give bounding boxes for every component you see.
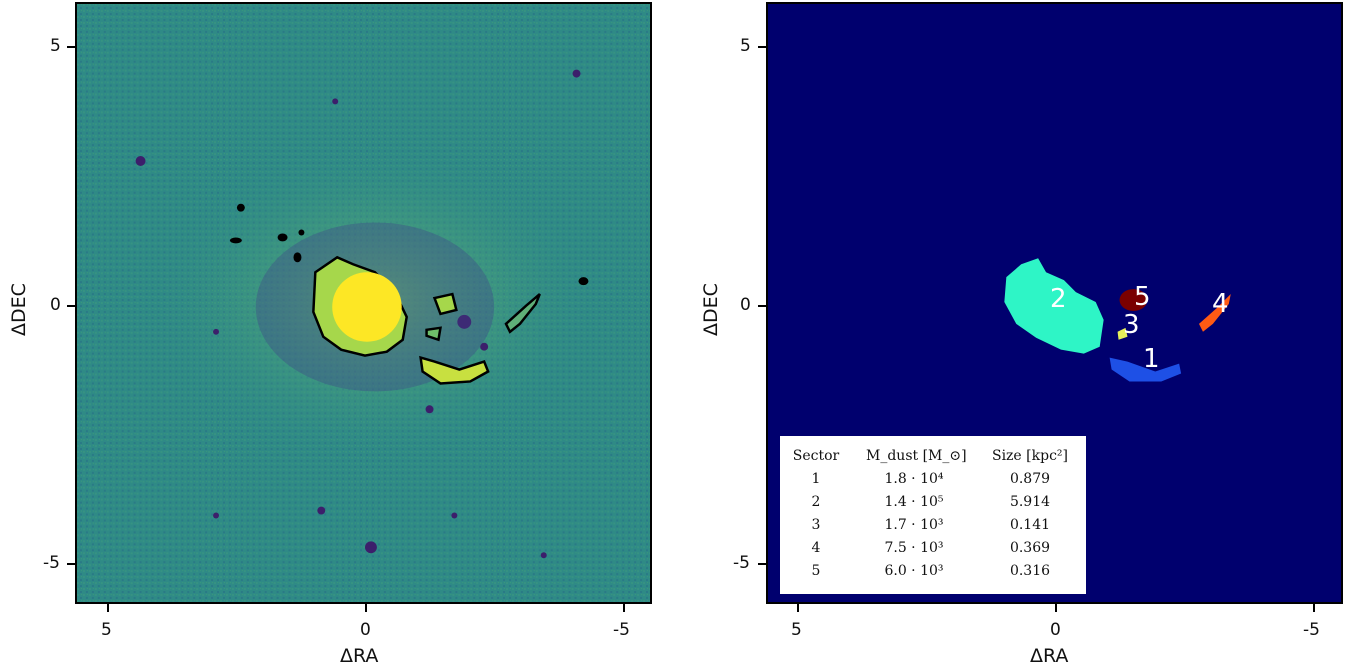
table-header: M_dust [M_⊙]	[866, 448, 967, 464]
dust-map-image	[77, 4, 650, 602]
table-header: Size [kpc²]	[991, 448, 1068, 464]
y-tick-label: 5	[740, 36, 751, 56]
sector-2-region	[1004, 258, 1104, 354]
x-tick-label: -5	[1303, 620, 1320, 640]
background-sources	[135, 69, 581, 559]
table-cell: 1.8 · 10⁴	[884, 471, 944, 487]
sector-label: 1	[1143, 344, 1160, 374]
x-tick-mark	[797, 604, 799, 612]
table-header: Sector	[792, 448, 840, 464]
right-sector-panel: 2 5 3 4 1 Sector M_dust [M_⊙] Size [kpc²…	[766, 2, 1343, 604]
x-tick-label: 0	[1050, 620, 1061, 640]
sector-4-region	[1198, 294, 1231, 332]
y-tick-label: -5	[733, 553, 750, 573]
x-tick-mark	[365, 604, 367, 612]
sector-map-image	[1004, 258, 1231, 382]
y-tick-label: 0	[50, 295, 61, 315]
x-tick-mark	[1055, 604, 1057, 612]
y-tick-mark	[758, 46, 766, 48]
x-tick-mark	[107, 604, 109, 612]
y-axis-label: ΔDEC	[8, 283, 30, 336]
table-cell: 5	[811, 563, 821, 579]
table-row: 5 6.0 · 10³ 0.316	[780, 563, 1086, 586]
table-cell: 3	[811, 517, 821, 533]
x-tick-label: -5	[613, 620, 630, 640]
table-cell: 4	[811, 540, 821, 556]
table-cell: 0.369	[1009, 540, 1051, 556]
sector-3-region	[1117, 327, 1128, 340]
left-map-panel	[75, 2, 652, 604]
y-tick-mark	[67, 305, 75, 307]
x-tick-label: 5	[791, 620, 802, 640]
table-header-row: Sector M_dust [M_⊙] Size [kpc²]	[780, 448, 1086, 471]
x-tick-label: 5	[101, 620, 112, 640]
table-cell: 0.879	[1009, 471, 1051, 487]
y-tick-label: 5	[50, 36, 61, 56]
sector-label: 2	[1050, 284, 1067, 314]
table-row: 2 1.4 · 10⁵ 5.914	[780, 494, 1086, 517]
y-tick-mark	[758, 563, 766, 565]
table-cell: 6.0 · 10³	[884, 563, 944, 579]
table-cell: 1.7 · 10³	[884, 517, 944, 533]
y-tick-mark	[758, 305, 766, 307]
y-tick-label: 0	[740, 295, 751, 315]
y-tick-mark	[67, 46, 75, 48]
x-tick-mark	[623, 604, 625, 612]
x-tick-label: 0	[360, 620, 371, 640]
x-tick-mark	[1313, 604, 1315, 612]
y-tick-mark	[67, 563, 75, 565]
sector-table: Sector M_dust [M_⊙] Size [kpc²] 1 1.8 · …	[780, 436, 1086, 594]
table-row: 4 7.5 · 10³ 0.369	[780, 540, 1086, 563]
sector-5-region	[1119, 289, 1148, 311]
sector-1-region	[1109, 357, 1182, 382]
y-axis-label: ΔDEC	[700, 283, 722, 336]
table-cell: 7.5 · 10³	[884, 540, 944, 556]
sector-label: 4	[1212, 289, 1229, 319]
x-axis-label: ΔRA	[340, 645, 379, 667]
table-row: 3 1.7 · 10³ 0.141	[780, 517, 1086, 540]
table-cell: 1.4 · 10⁵	[884, 494, 944, 510]
table-cell: 0.316	[1009, 563, 1051, 579]
table-row: 1 1.8 · 10⁴ 0.879	[780, 471, 1086, 494]
sector-label: 3	[1123, 310, 1140, 340]
sector-label: 5	[1134, 282, 1151, 312]
table-cell: 1	[811, 471, 821, 487]
x-axis-label: ΔRA	[1030, 645, 1069, 667]
table-cell: 2	[811, 494, 821, 510]
table-cell: 5.914	[1009, 494, 1051, 510]
y-tick-label: -5	[43, 553, 60, 573]
table-cell: 0.141	[1009, 517, 1051, 533]
